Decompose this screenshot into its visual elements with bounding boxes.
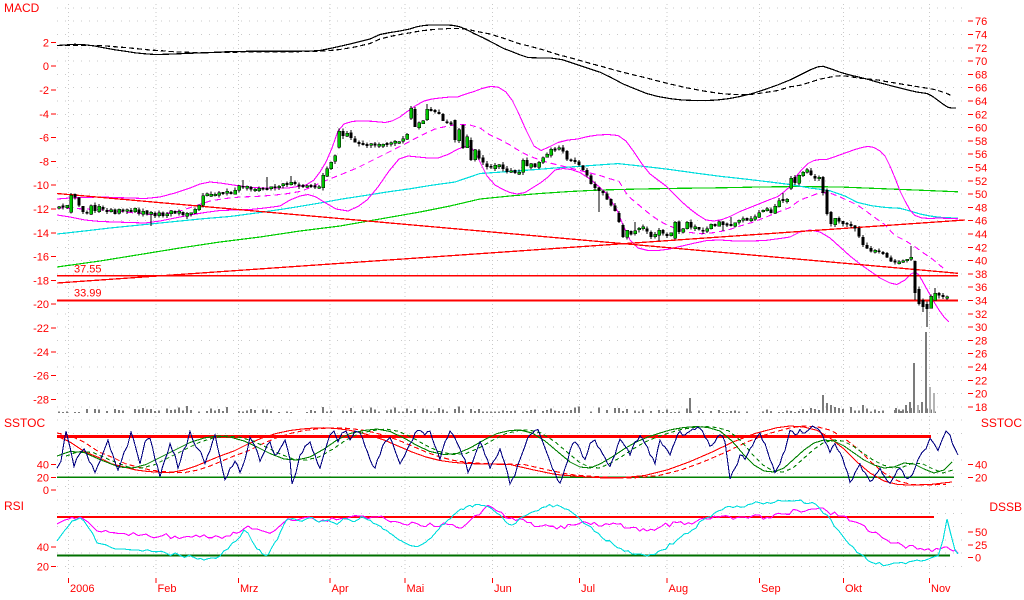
svg-text:25: 25 — [975, 540, 987, 552]
svg-text:Apr: Apr — [332, 583, 349, 595]
svg-text:Sep: Sep — [761, 583, 781, 595]
svg-text:36: 36 — [975, 282, 987, 294]
svg-text:32: 32 — [975, 309, 987, 321]
svg-text:RSI: RSI — [4, 499, 24, 513]
svg-text:70: 70 — [975, 56, 987, 68]
svg-text:34: 34 — [975, 296, 987, 308]
svg-text:68: 68 — [975, 69, 987, 81]
svg-text:28: 28 — [975, 335, 987, 347]
svg-text:60: 60 — [975, 123, 987, 135]
svg-text:-18: -18 — [33, 275, 49, 287]
svg-text:-26: -26 — [33, 371, 49, 383]
svg-text:50: 50 — [975, 527, 987, 539]
svg-text:-22: -22 — [33, 323, 49, 335]
svg-text:Jun: Jun — [494, 583, 512, 595]
svg-text:56: 56 — [975, 149, 987, 161]
svg-text:40: 40 — [975, 459, 987, 471]
svg-text:Mai: Mai — [407, 583, 425, 595]
svg-text:MACD: MACD — [4, 1, 40, 15]
svg-text:-6: -6 — [39, 133, 49, 145]
svg-text:-14: -14 — [33, 228, 49, 240]
svg-text:40: 40 — [37, 459, 49, 471]
svg-text:40: 40 — [37, 542, 49, 554]
svg-text:20: 20 — [37, 473, 49, 485]
svg-text:72: 72 — [975, 43, 987, 55]
svg-text:-20: -20 — [33, 299, 49, 311]
svg-text:74: 74 — [975, 30, 987, 42]
svg-text:DSSB: DSSB — [989, 500, 1022, 514]
svg-text:40: 40 — [975, 256, 987, 268]
svg-text:52: 52 — [975, 176, 987, 188]
svg-text:24: 24 — [975, 362, 987, 374]
svg-text:20: 20 — [37, 561, 49, 573]
svg-text:38: 38 — [975, 269, 987, 281]
svg-text:Nov: Nov — [931, 583, 951, 595]
svg-text:Aug: Aug — [669, 583, 689, 595]
svg-text:20: 20 — [975, 389, 987, 401]
svg-text:50: 50 — [975, 189, 987, 201]
svg-text:Mrz: Mrz — [240, 583, 258, 595]
svg-text:37.55: 37.55 — [74, 264, 102, 276]
svg-text:2006: 2006 — [70, 583, 94, 595]
svg-text:-24: -24 — [33, 347, 49, 359]
svg-text:66: 66 — [975, 83, 987, 95]
svg-text:Jul: Jul — [581, 583, 595, 595]
svg-text:-8: -8 — [39, 156, 49, 168]
svg-text:33.99: 33.99 — [74, 288, 102, 300]
svg-text:18: 18 — [975, 402, 987, 414]
svg-text:-16: -16 — [33, 252, 49, 264]
svg-text:SSTOC: SSTOC — [4, 416, 45, 430]
svg-text:Feb: Feb — [158, 583, 177, 595]
svg-text:20: 20 — [975, 473, 987, 485]
svg-text:-4: -4 — [39, 109, 49, 121]
svg-text:30: 30 — [975, 322, 987, 334]
svg-text:SSTOC: SSTOC — [981, 416, 1022, 430]
svg-text:64: 64 — [975, 96, 987, 108]
svg-text:48: 48 — [975, 202, 987, 214]
svg-text:22: 22 — [975, 375, 987, 387]
svg-text:44: 44 — [975, 229, 987, 241]
svg-text:42: 42 — [975, 242, 987, 254]
svg-text:58: 58 — [975, 136, 987, 148]
svg-text:-12: -12 — [33, 204, 49, 216]
svg-text:-10: -10 — [33, 180, 49, 192]
svg-text:0: 0 — [975, 553, 981, 565]
svg-text:Okt: Okt — [845, 583, 862, 595]
svg-text:2: 2 — [43, 37, 49, 49]
svg-text:0: 0 — [43, 61, 49, 73]
svg-text:46: 46 — [975, 216, 987, 228]
svg-text:76: 76 — [975, 16, 987, 28]
svg-text:62: 62 — [975, 109, 987, 121]
svg-text:-28: -28 — [33, 394, 49, 406]
svg-text:-2: -2 — [39, 85, 49, 97]
svg-text:0: 0 — [43, 485, 49, 497]
svg-text:26: 26 — [975, 349, 987, 361]
svg-text:54: 54 — [975, 163, 987, 175]
